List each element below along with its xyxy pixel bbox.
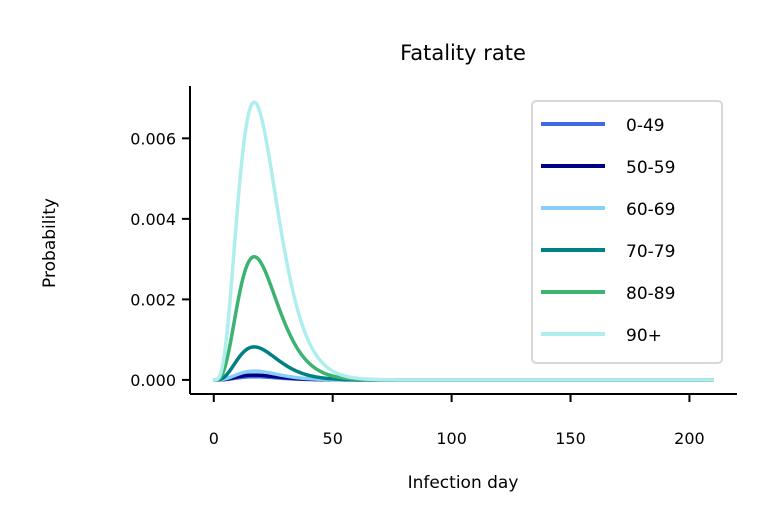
x-tick-label: 0: [209, 429, 219, 448]
x-axis-label: Infection day: [408, 473, 519, 493]
x-tick-label: 100: [436, 429, 467, 448]
plot-series: [213, 100, 714, 382]
legend: 0-49 50-59 60-69 70-79 80-89 90+: [531, 100, 723, 364]
y-tick-label: 0.004: [130, 210, 176, 229]
y-axis-label: Probability: [40, 198, 60, 288]
x-ticks: 0 50 100 150 200: [209, 394, 705, 448]
x-tick-label: 150: [555, 429, 586, 448]
legend-label-1: 0-49: [626, 116, 665, 136]
y-ticks: 0.000 0.002 0.004 0.006: [130, 129, 190, 390]
legend-label-2: 50-59: [626, 158, 675, 178]
legend-label-4: 70-79: [626, 242, 675, 262]
legend-label-5: 80-89: [626, 284, 675, 304]
legend-label-3: 60-69: [626, 200, 675, 220]
x-tick-label: 200: [674, 429, 705, 448]
legend-label-6: 90+: [626, 326, 662, 346]
x-tick-label: 50: [323, 429, 343, 448]
y-tick-label: 0.006: [130, 129, 176, 148]
series-line-6: [213, 100, 714, 382]
y-tick-label: 0.000: [130, 371, 176, 390]
legend-box: [531, 100, 723, 364]
y-tick-label: 0.002: [130, 290, 176, 309]
chart-title: Fatality rate: [400, 41, 526, 65]
